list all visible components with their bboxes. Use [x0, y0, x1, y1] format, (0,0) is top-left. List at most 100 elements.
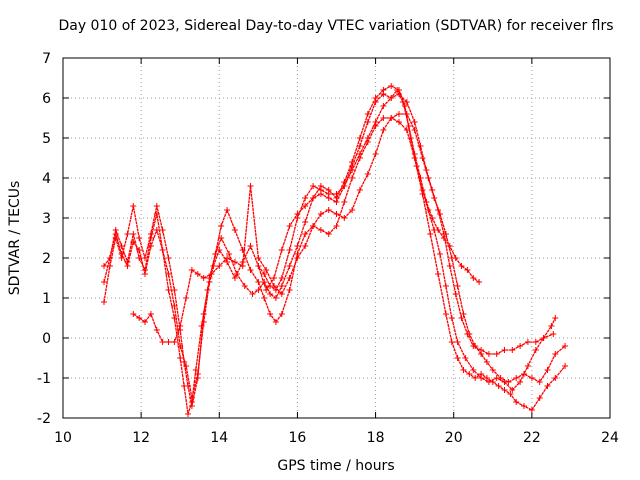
data-point	[261, 295, 268, 301]
data-point	[317, 187, 324, 193]
y-axis-label: SDTVAR / TECUs	[7, 181, 23, 296]
data-point	[130, 311, 137, 317]
data-point	[540, 335, 547, 341]
data-point	[294, 243, 301, 249]
data-point	[239, 263, 246, 269]
data-point	[278, 311, 285, 317]
data-point	[464, 267, 471, 273]
data-point	[118, 255, 125, 261]
data-point	[372, 151, 379, 157]
data-point	[325, 191, 332, 197]
data-point	[194, 371, 201, 377]
data-point	[489, 367, 496, 373]
data-point	[142, 319, 148, 325]
data-point	[302, 219, 309, 225]
data-point	[218, 235, 225, 241]
series-track-1	[101, 87, 483, 417]
data-point	[165, 339, 172, 345]
data-point	[147, 235, 154, 241]
data-point	[106, 255, 113, 261]
data-point	[440, 231, 447, 237]
data-point	[458, 315, 465, 321]
data-point	[159, 339, 166, 345]
data-point	[427, 231, 434, 237]
data-point	[485, 351, 492, 357]
data-point	[411, 119, 418, 125]
y-tick-label: 0	[42, 331, 51, 347]
data-point	[403, 127, 410, 133]
data-point	[396, 91, 402, 97]
data-point	[470, 343, 477, 349]
data-point	[147, 311, 154, 317]
data-point	[200, 311, 207, 317]
data-point	[177, 343, 184, 349]
data-point	[136, 235, 143, 241]
grid	[63, 58, 610, 418]
data-point	[159, 247, 166, 253]
data-point	[165, 271, 172, 277]
y-tick-label: 7	[42, 51, 51, 67]
data-point	[562, 363, 569, 369]
data-point	[452, 291, 459, 297]
data-point	[356, 135, 363, 141]
data-point	[325, 207, 332, 213]
data-point	[286, 275, 293, 281]
series-track-5	[255, 91, 557, 357]
data-series	[101, 83, 569, 417]
x-tick-label: 20	[445, 430, 463, 446]
y-tick-label: 2	[42, 251, 51, 267]
x-tick-label: 14	[210, 430, 228, 446]
data-point	[194, 271, 201, 277]
data-point	[272, 319, 279, 325]
y-tick-label: 6	[42, 91, 51, 107]
data-point	[183, 295, 190, 301]
data-point	[548, 323, 555, 329]
data-point	[233, 271, 240, 277]
data-point	[442, 311, 449, 317]
data-point	[446, 263, 453, 269]
data-point	[483, 359, 490, 365]
data-point	[544, 383, 551, 389]
plot-frame	[62, 57, 611, 419]
data-point	[552, 351, 559, 357]
data-point	[136, 315, 143, 321]
data-point	[429, 187, 436, 193]
data-point	[200, 275, 207, 281]
data-point	[302, 231, 309, 237]
y-tick-label: -2	[37, 411, 51, 427]
data-point	[521, 371, 527, 377]
data-point	[231, 275, 238, 281]
data-point	[101, 279, 107, 285]
data-point	[437, 251, 443, 257]
x-tick-label: 12	[132, 430, 150, 446]
data-point	[171, 287, 178, 293]
data-point	[142, 267, 148, 273]
data-point	[411, 155, 418, 161]
data-point	[536, 395, 543, 401]
data-point	[124, 231, 131, 237]
data-point	[552, 315, 559, 321]
data-point	[517, 379, 524, 385]
data-point	[255, 287, 262, 293]
x-tick-labels: 10 12 14 16 18 20 22 24	[54, 430, 619, 446]
data-point	[310, 183, 317, 189]
data-point	[472, 375, 479, 381]
data-point	[372, 119, 379, 125]
data-point	[478, 347, 485, 353]
data-point	[317, 211, 324, 217]
data-point	[247, 267, 254, 273]
data-point	[231, 227, 238, 233]
data-point	[431, 227, 438, 233]
data-point	[419, 191, 426, 197]
data-point	[247, 183, 254, 189]
data-point	[448, 315, 455, 321]
data-point	[396, 111, 402, 117]
data-point	[267, 291, 274, 297]
data-point	[349, 159, 356, 165]
data-point	[224, 255, 231, 261]
y-tick-labels: -2 -1 0 1 2 3 4 5 6 7	[37, 51, 51, 427]
data-point	[341, 183, 348, 189]
data-point	[124, 259, 131, 265]
data-point	[356, 187, 363, 193]
data-point	[286, 247, 293, 253]
